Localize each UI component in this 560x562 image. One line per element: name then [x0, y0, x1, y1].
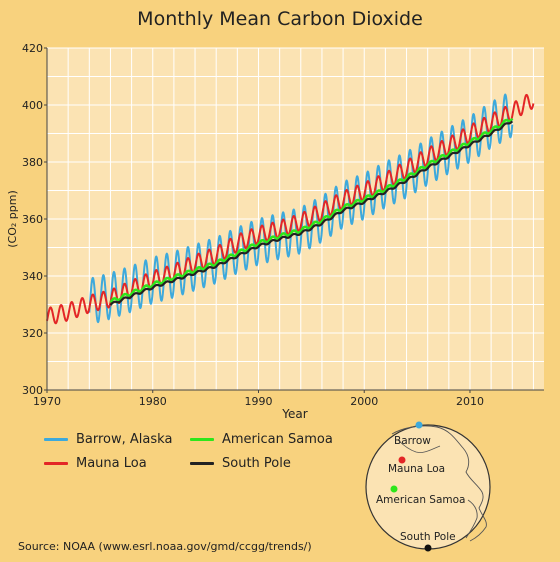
- x-tick-label: 2010: [456, 395, 484, 408]
- series-layer: [46, 93, 535, 325]
- legend-item-mauna-loa: Mauna Loa: [44, 456, 147, 471]
- y-tick-label: 420: [22, 42, 43, 55]
- y-tick-label: 360: [22, 213, 43, 226]
- chart-title: Monthly Mean Carbon Dioxide: [137, 8, 423, 30]
- series-line-south-pole: [109, 120, 514, 306]
- globe-label-south-pole: South Pole: [400, 531, 456, 543]
- x-tick-label: 2000: [350, 395, 378, 408]
- north-america-outline: [391, 425, 487, 542]
- legend-label: Mauna Loa: [76, 456, 147, 471]
- legend-item-south-pole: South Pole: [190, 456, 291, 471]
- legend-item-american-samoa: American Samoa: [190, 432, 333, 447]
- y-tick-label: 340: [22, 270, 43, 283]
- south-america-outline: [465, 499, 478, 539]
- american-samoa-marker: [390, 485, 398, 493]
- mauna-loa-marker: [398, 456, 406, 464]
- x-tick-label: 1980: [139, 395, 167, 408]
- y-tick-label: 300: [22, 384, 43, 397]
- barrow-marker: [415, 421, 423, 429]
- globe-label-mauna-loa: Mauna Loa: [388, 463, 445, 475]
- coastline-north: [397, 439, 441, 453]
- legend-label: South Pole: [222, 456, 291, 471]
- legend-swatch: [44, 438, 68, 441]
- legend-swatch: [190, 462, 214, 465]
- source-note: Source: NOAA (www.esrl.noaa.gov/gmd/ccgg…: [18, 540, 312, 553]
- series-line-barrow-alaska: [88, 93, 514, 324]
- tick-labels: 300 320 340 360 380 400 420 1970 1980 1990 2000 201…: [22, 42, 484, 408]
- x-axis-label: Year: [281, 407, 307, 421]
- globe-label-american-samoa: American Samoa: [376, 494, 466, 506]
- y-axis-label: (CO₂ ppm): [6, 190, 19, 248]
- y-tick-label: 320: [22, 327, 43, 340]
- legend-label: Barrow, Alaska: [76, 432, 173, 447]
- globe-inset: Barrow Mauna Loa American Samoa South Po…: [365, 421, 491, 552]
- legend-item-barrow: Barrow, Alaska: [44, 432, 172, 447]
- legend-swatch: [44, 462, 68, 465]
- legend-swatch: [190, 438, 214, 441]
- globe-label-barrow: Barrow: [394, 435, 431, 447]
- x-tick-label: 1990: [244, 395, 272, 408]
- x-tick-label: 1970: [33, 395, 61, 408]
- south-pole-marker: [424, 544, 432, 552]
- legend-label: American Samoa: [222, 432, 333, 447]
- series-line-american-samoa: [109, 117, 514, 304]
- y-tick-label: 400: [22, 99, 43, 112]
- y-tick-label: 380: [22, 156, 43, 169]
